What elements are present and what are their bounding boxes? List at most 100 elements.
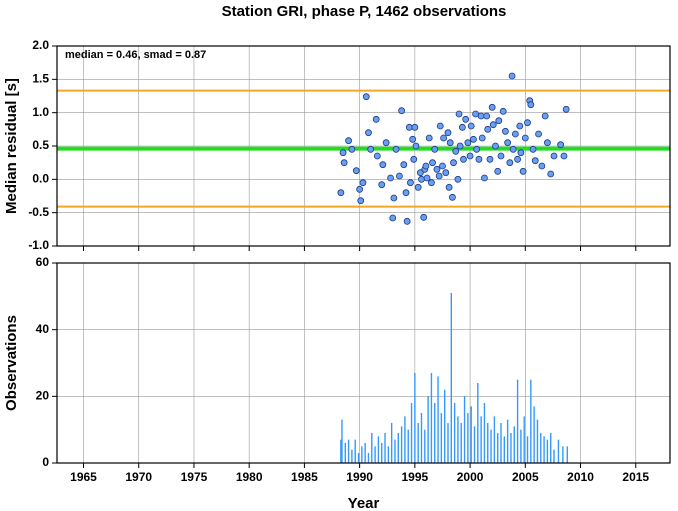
x-tick-label: 2010 <box>567 470 594 484</box>
bar <box>400 426 403 463</box>
point <box>435 172 443 180</box>
x-tick-label: 2000 <box>457 470 484 484</box>
y-tick-label: 0.5 <box>32 138 49 152</box>
plot-frame <box>56 45 671 247</box>
point <box>428 179 435 187</box>
point <box>557 141 565 149</box>
y-tick-label: 1.5 <box>32 72 49 86</box>
point <box>362 93 370 101</box>
point <box>488 103 496 111</box>
point <box>340 159 348 167</box>
point <box>489 121 497 129</box>
bar <box>340 439 342 463</box>
point <box>339 149 347 157</box>
point <box>529 145 537 153</box>
bar <box>404 416 406 463</box>
bar <box>480 416 482 463</box>
point <box>494 167 502 175</box>
point <box>508 72 516 80</box>
point <box>440 134 447 142</box>
point <box>538 162 546 170</box>
point <box>517 149 525 157</box>
bar <box>453 403 456 463</box>
x-tick-label: 1965 <box>70 470 97 484</box>
bar <box>520 429 522 463</box>
bar <box>473 426 476 463</box>
point <box>445 183 453 191</box>
point <box>446 139 454 147</box>
point <box>524 119 531 127</box>
point <box>481 174 488 182</box>
bar <box>450 293 453 463</box>
point <box>367 145 375 153</box>
bar <box>506 419 509 463</box>
point <box>469 135 477 143</box>
point <box>420 213 428 221</box>
point <box>403 217 411 225</box>
bar <box>483 403 486 463</box>
bar <box>390 423 393 463</box>
point <box>527 101 535 109</box>
bar <box>394 439 396 463</box>
bar <box>533 406 535 463</box>
bar <box>526 436 529 463</box>
point <box>478 134 486 142</box>
point <box>452 147 460 155</box>
bar <box>546 439 549 463</box>
y-tick-label: 20 <box>36 389 50 403</box>
point <box>531 157 539 165</box>
bar <box>536 419 539 463</box>
point <box>442 169 450 177</box>
bar <box>371 433 373 463</box>
bar <box>513 426 515 463</box>
point <box>352 167 360 175</box>
x-axis-label: Year <box>348 495 380 511</box>
bar <box>457 416 459 463</box>
bar <box>467 413 469 463</box>
bar <box>414 373 416 463</box>
point <box>449 193 456 201</box>
bar <box>417 423 419 463</box>
point <box>425 134 433 142</box>
bar <box>377 436 380 463</box>
point <box>395 172 403 180</box>
point <box>535 130 542 138</box>
bar <box>407 429 409 463</box>
point <box>337 189 345 197</box>
y-tick-label: 0.0 <box>32 172 49 186</box>
point <box>475 155 483 163</box>
bar <box>540 433 542 463</box>
point <box>405 123 413 131</box>
point <box>472 110 480 118</box>
point <box>414 183 422 191</box>
bar <box>437 376 439 463</box>
point <box>392 145 400 153</box>
bar <box>424 429 426 463</box>
y-tick-label: 0 <box>42 455 49 469</box>
point <box>356 185 364 193</box>
y-tick-label: 40 <box>36 322 50 336</box>
bar <box>503 436 506 463</box>
bar <box>361 446 363 463</box>
point <box>411 123 419 131</box>
point <box>387 174 394 182</box>
point <box>454 175 462 183</box>
bar <box>447 423 449 463</box>
point <box>477 112 485 120</box>
point <box>390 194 398 202</box>
y-axis-label: Observations <box>3 315 20 411</box>
x-tick-label: 2005 <box>512 470 539 484</box>
x-tick-label: 1990 <box>346 470 373 484</box>
point <box>422 162 430 170</box>
bar <box>344 443 346 463</box>
x-tick-label: 1985 <box>291 470 318 484</box>
bar <box>434 403 436 463</box>
bar <box>357 453 360 463</box>
point <box>402 189 410 197</box>
bar <box>510 433 512 463</box>
point <box>450 159 457 167</box>
bar <box>367 453 370 463</box>
bar <box>387 446 390 463</box>
point <box>429 159 436 167</box>
point <box>373 152 381 160</box>
